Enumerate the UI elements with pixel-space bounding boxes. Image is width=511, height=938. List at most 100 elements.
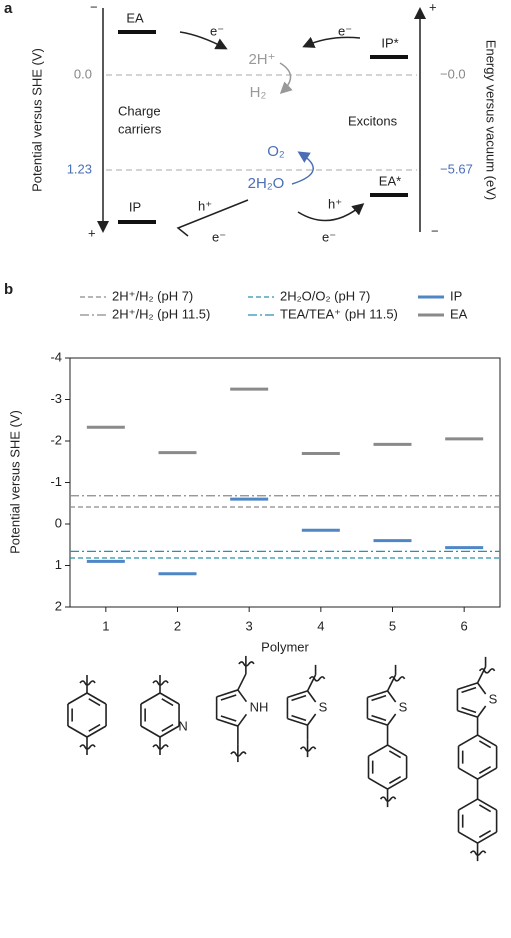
atom-label: S [319,699,328,714]
level-text: IP [129,199,141,214]
panel-a: a − + + − Potential versus SHE (V) Energ… [4,0,499,244]
wavy-bond [79,680,96,686]
arrow [279,62,293,95]
bond [287,717,308,726]
atom-label: NH [250,699,269,714]
legend-label: TEA/TEA⁺ (pH 11.5) [280,306,398,321]
bond [237,673,247,691]
bond [386,713,397,726]
x-tick-label: 1 [102,618,109,633]
bond [140,725,161,738]
bond [388,776,402,784]
y-tick-label: -3 [50,391,62,406]
x-tick-label: 2 [174,618,181,633]
species: 2H⁺ [248,51,275,68]
bond [457,709,478,718]
x-tick-label: 4 [317,618,324,633]
bond [367,717,388,726]
wavy-bond [388,676,406,682]
bond [387,777,408,790]
bond [478,830,492,838]
bond [458,831,478,844]
legend-label: EA [450,306,468,321]
bond [161,698,174,707]
legend-label: 2H₂O/O₂ (pH 7) [280,288,370,303]
bond [306,690,317,703]
x-axis-label: Polymer [261,639,309,654]
atom-label: S [399,699,408,714]
species: H₂ [250,84,267,101]
panel-label: a [4,0,13,17]
bond [237,713,248,727]
region-label: Excitons [348,113,398,128]
bond [88,698,101,707]
wavy-bond [230,751,247,757]
atom-label: S [489,691,498,706]
legend-label: IP [450,288,462,303]
bond [461,706,477,714]
bond [478,804,492,813]
panel-b: b Potential versus SHE (V) Polymer -4 -3 -… [4,281,501,654]
axis-label: Potential versus SHE (V) [29,48,44,192]
bond [458,734,478,747]
wavy-bond [238,661,255,667]
region-label: Charge [118,103,161,118]
bond [477,767,498,780]
bond [477,831,498,844]
bond [387,744,408,757]
bond [161,723,174,732]
bond [476,682,487,695]
bond [220,694,237,701]
bond [216,689,239,698]
level-text: EA [126,10,144,25]
arrow [291,151,314,185]
sign: + [88,225,96,240]
bond [159,692,180,705]
sign: + [429,0,437,14]
y-tick-label: -2 [50,432,62,447]
bond [478,766,492,774]
bond [140,692,161,705]
bond [291,694,307,702]
wavy-bond [152,744,169,750]
bond [461,686,477,694]
wavy-bond [299,746,317,752]
bond [478,740,492,749]
bond [220,715,237,722]
charge-label: e⁻ [338,23,352,38]
wavy-bond [152,680,169,686]
charge-label: e⁻ [212,229,226,244]
y-axis-label: Potential versus SHE (V) [7,410,22,554]
charge-label: e⁻ [210,23,224,38]
level-label: 1.23 [67,161,92,176]
charge-label: h⁺ [198,198,212,213]
bond [291,714,307,722]
bond [287,690,308,699]
level-label: −5.67 [440,161,473,176]
x-tick-label: 3 [246,618,253,633]
bond [67,692,88,705]
bond [477,734,498,747]
arrow [179,31,228,50]
bond [368,777,388,790]
bond [306,713,317,726]
species: O₂ [267,143,285,160]
arrow [302,36,361,48]
wavy-bond [79,744,96,750]
charge-label: h⁺ [328,196,342,211]
region-label: carriers [118,121,162,136]
structures: N NH S S S [67,655,498,862]
bond [367,690,388,699]
level-label: −0.0 [440,66,466,81]
bond [86,692,107,705]
arrow [176,199,249,237]
bond [457,682,478,691]
bond [67,725,88,738]
bond [88,723,101,732]
wavy-bond [379,796,397,802]
level-text: IP* [381,35,398,50]
y-tick-label: 1 [55,557,62,572]
atom-label: N [178,718,187,733]
bond [159,725,180,738]
